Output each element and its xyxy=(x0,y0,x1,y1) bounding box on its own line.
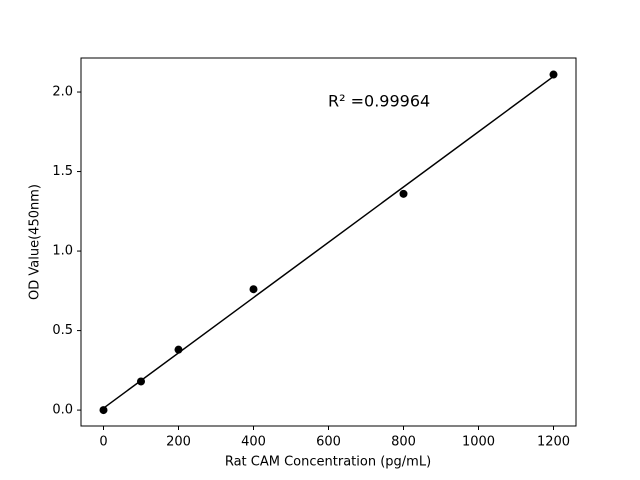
data-point xyxy=(549,70,558,79)
y-tick-label: 1.0 xyxy=(52,244,73,259)
x-tick-label: 600 xyxy=(316,435,341,450)
x-tick-label: 800 xyxy=(391,435,416,450)
x-tick-label: 0 xyxy=(99,435,107,450)
data-point xyxy=(249,285,258,294)
data-point xyxy=(99,406,108,415)
fit-line xyxy=(103,75,554,409)
x-tick-label: 400 xyxy=(241,435,266,450)
x-tick-label: 1200 xyxy=(537,435,570,450)
y-tick-label: 0.5 xyxy=(52,323,73,338)
y-axis-label: OD Value(450nm) xyxy=(28,184,43,300)
x-tick-label: 200 xyxy=(166,435,191,450)
y-tick-label: 2.0 xyxy=(52,85,73,100)
data-point xyxy=(399,189,408,198)
x-axis-label: Rat CAM Concentration (pg/mL) xyxy=(225,455,431,470)
x-tick-label: 1000 xyxy=(462,435,495,450)
y-tick-label: 1.5 xyxy=(52,164,73,179)
annotation: R² =0.99964 xyxy=(328,92,430,111)
y-tick-label: 0.0 xyxy=(52,403,73,418)
